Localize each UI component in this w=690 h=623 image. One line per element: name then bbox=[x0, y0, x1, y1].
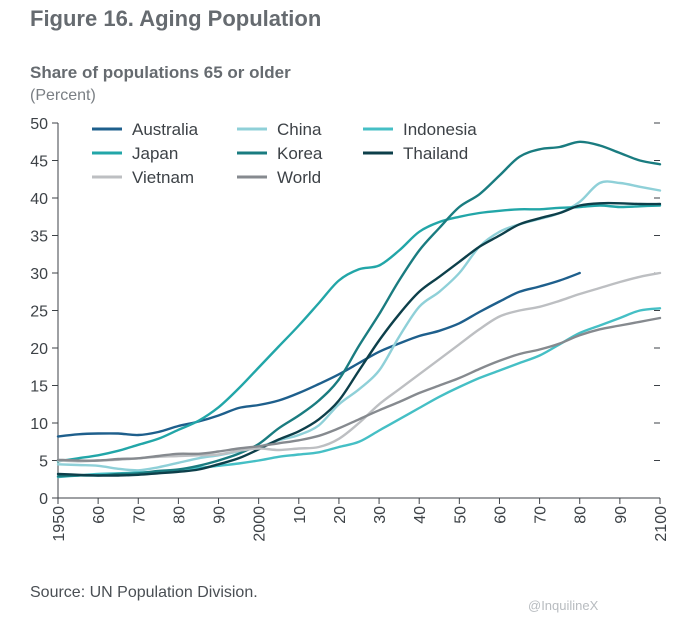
x-tick-label: 70 bbox=[533, 506, 550, 524]
series-line-korea bbox=[56, 140, 662, 478]
x-tick-label: 70 bbox=[131, 506, 148, 524]
y-tick-label: 35 bbox=[30, 229, 48, 246]
x-tick-label: 90 bbox=[212, 506, 229, 524]
y-tick-label: 25 bbox=[30, 304, 48, 321]
y-tick-label: 5 bbox=[39, 454, 48, 471]
y-tick-label: 30 bbox=[30, 266, 48, 283]
chart-title: Share of populations 65 or older bbox=[30, 63, 291, 82]
series-line-china bbox=[56, 180, 662, 472]
x-tick-label: 2000 bbox=[252, 506, 269, 542]
legend-label-indonesia: Indonesia bbox=[403, 120, 477, 139]
legend-label-thailand: Thailand bbox=[403, 144, 468, 163]
x-tick-label: 90 bbox=[613, 506, 630, 524]
legend-label-vietnam: Vietnam bbox=[132, 168, 194, 187]
y-tick-label: 0 bbox=[39, 491, 48, 508]
series-line-world bbox=[56, 316, 662, 462]
x-tick-label: 50 bbox=[452, 506, 469, 524]
chart-axes: 0 5 10 15 20 25 30 35 40 45 50 1950 60 70 80 90 2000 10 20… bbox=[30, 116, 670, 542]
y-tick-label: 10 bbox=[30, 416, 48, 433]
chart-subtitle: (Percent) bbox=[30, 87, 96, 104]
legend-label-australia: Australia bbox=[132, 120, 199, 139]
legend-label-korea: Korea bbox=[277, 144, 323, 163]
y-tick-label: 15 bbox=[30, 379, 48, 396]
y-tick-label: 20 bbox=[30, 341, 48, 358]
y-tick-label: 45 bbox=[30, 154, 48, 171]
series-line-indonesia bbox=[56, 307, 662, 479]
x-tick-label: 20 bbox=[332, 506, 349, 524]
chart-series-lines bbox=[56, 140, 662, 479]
y-tick-label: 50 bbox=[30, 116, 48, 133]
x-tick-label: 10 bbox=[292, 506, 309, 524]
legend-label-japan: Japan bbox=[132, 144, 178, 163]
x-tick-label: 1950 bbox=[51, 506, 68, 542]
series-line-australia bbox=[56, 271, 581, 438]
x-tick-label: 40 bbox=[412, 506, 429, 524]
legend-label-china: China bbox=[277, 120, 322, 139]
series-line-thailand bbox=[56, 201, 662, 477]
x-tick-label: 80 bbox=[573, 506, 590, 524]
x-tick-label: 2100 bbox=[653, 506, 670, 542]
x-tick-label: 30 bbox=[372, 506, 389, 524]
y-tick-label: 40 bbox=[30, 191, 48, 208]
series-line-japan bbox=[56, 204, 662, 463]
x-tick-label: 80 bbox=[171, 506, 188, 524]
chart-legend: Australia China Indonesia Japan Korea Thailan… bbox=[92, 120, 477, 187]
source-note: Source: UN Population Division. bbox=[30, 584, 258, 601]
watermark: @InquilineX bbox=[528, 598, 599, 613]
x-tick-label: 60 bbox=[91, 506, 108, 524]
legend-label-world: World bbox=[277, 168, 321, 187]
figure-title: Figure 16. Aging Population bbox=[30, 6, 322, 31]
x-tick-label: 60 bbox=[492, 506, 509, 524]
